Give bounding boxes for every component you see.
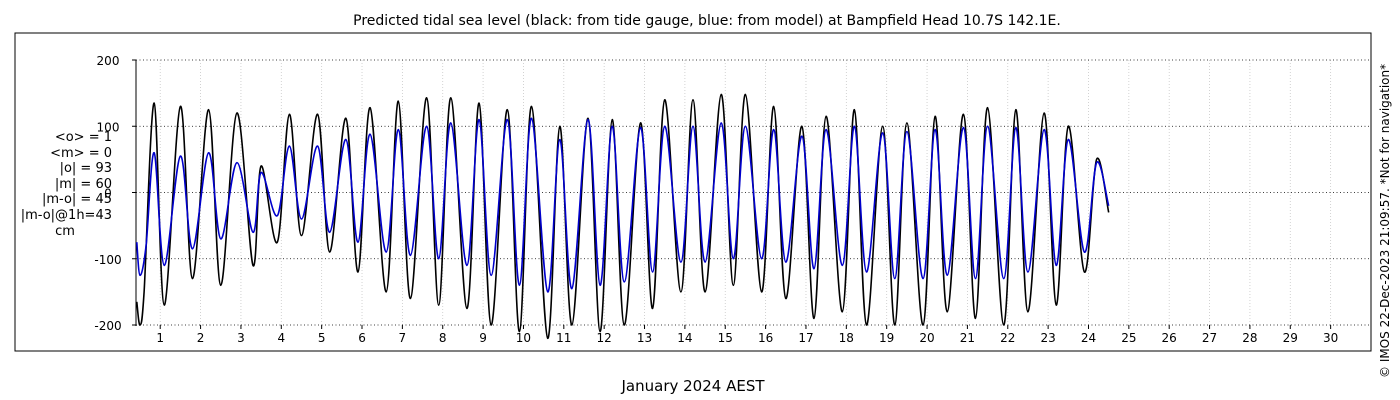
x-tick-label: 1 (156, 331, 164, 345)
x-tick-label: 5 (318, 331, 326, 345)
x-tick-label: 8 (439, 331, 447, 345)
x-tick-label: 27 (1202, 331, 1217, 345)
x-tick-label: 11 (556, 331, 571, 345)
x-tick-label: 16 (758, 331, 773, 345)
x-tick-label: 18 (839, 331, 854, 345)
x-tick-label: 9 (479, 331, 487, 345)
chart-title: Predicted tidal sea level (black: from t… (353, 13, 1061, 29)
x-tick-label: 24 (1081, 331, 1096, 345)
x-tick-label: 10 (516, 331, 531, 345)
stat-abs-observed: |o| = 93 (59, 161, 112, 177)
stat-abs-diff: |m-o| = 45 (41, 192, 112, 208)
x-tick-label: 22 (1000, 331, 1015, 345)
y-tick-label: -100 (94, 253, 121, 267)
x-tick-label: 21 (960, 331, 975, 345)
stat-mean-model: <m> = 0 (50, 145, 112, 161)
x-tick-label: 19 (879, 331, 894, 345)
x-tick-label: 17 (798, 331, 813, 345)
stat-mean-observed: <o> = 1 (54, 130, 112, 145)
x-tick-label: 23 (1040, 331, 1055, 345)
x-tick-label: 14 (677, 331, 692, 345)
x-tick-label: 4 (277, 331, 285, 345)
statistics-panel: <o> = 1 <m> = 0 |o| = 93 |m| = 60 |m-o| … (0, 130, 112, 239)
x-tick-label: 2 (197, 331, 205, 345)
y-tick-label: 0 (104, 187, 112, 201)
outer-frame (14, 32, 1372, 352)
x-tick-label: 28 (1242, 331, 1257, 345)
stat-abs-diff-1h: |m-o|@1h=43 (20, 207, 112, 223)
y-tick-label: 100 (97, 120, 120, 134)
x-tick-label: 25 (1121, 331, 1136, 345)
credit-text: © IMOS 22-Dec-2023 21:09:57. *Not for na… (1378, 63, 1392, 378)
x-tick-label: 29 (1283, 331, 1298, 345)
x-tick-label: 13 (637, 331, 652, 345)
stat-unit: cm (55, 223, 75, 239)
x-axis-label: January 2024 AEST (621, 377, 766, 395)
y-tick-label: 200 (97, 54, 120, 68)
x-tick-label: 7 (399, 331, 407, 345)
x-tick-label: 6 (358, 331, 366, 345)
x-tick-label: 26 (1162, 331, 1177, 345)
x-tick-label: 30 (1323, 331, 1338, 345)
x-tick-label: 15 (718, 331, 733, 345)
x-tick-label: 12 (597, 331, 612, 345)
series-line-model (136, 117, 1110, 293)
y-tick-label: -200 (94, 319, 121, 333)
x-tick-label: 20 (919, 331, 934, 345)
series-line-tide-gauge (136, 93, 1110, 340)
stat-abs-model: |m| = 60 (54, 176, 112, 192)
x-tick-label: 3 (237, 331, 245, 345)
